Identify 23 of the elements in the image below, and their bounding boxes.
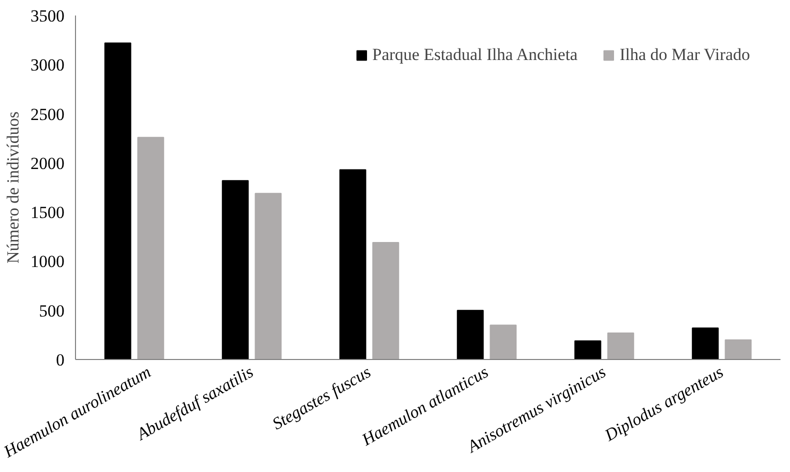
bar <box>137 136 164 360</box>
bar <box>692 328 719 360</box>
y-axis-title: Número de indivíduos <box>4 111 22 264</box>
legend-label: Parque Estadual Ilha Anchieta <box>372 45 578 65</box>
bar <box>372 242 400 360</box>
y-tick-label: 1000 <box>30 252 64 272</box>
bar <box>490 324 517 360</box>
bar <box>339 169 366 360</box>
y-tick-label: 2500 <box>30 104 64 124</box>
y-tick-label: 1500 <box>30 203 64 222</box>
bar <box>607 332 634 360</box>
bar <box>724 339 752 360</box>
y-tick-label: 3000 <box>30 56 64 75</box>
bar <box>254 192 282 360</box>
y-tick-label: 2000 <box>30 154 64 173</box>
bar <box>574 340 602 360</box>
bar <box>456 310 484 360</box>
legend-label: Ilha do Mar Virado <box>620 45 750 65</box>
bar <box>104 42 132 360</box>
y-tick-label: 500 <box>39 301 64 320</box>
y-tick-label: 0 <box>56 350 64 370</box>
y-tick-label: 3500 <box>30 6 64 26</box>
bar <box>222 180 249 360</box>
